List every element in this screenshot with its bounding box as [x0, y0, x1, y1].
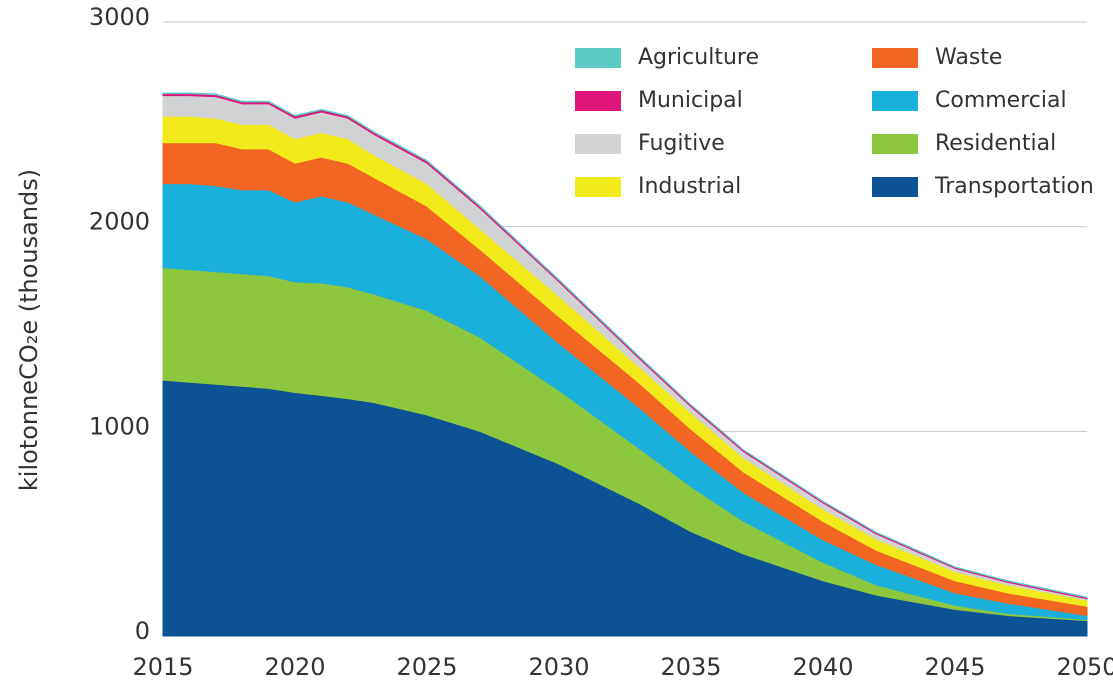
y-tick-label: 0	[135, 617, 150, 645]
x-tick-label: 2045	[924, 653, 985, 681]
x-tick-label: 2030	[528, 653, 589, 681]
legend-swatch	[575, 91, 621, 111]
y-tick-label: 3000	[89, 3, 150, 31]
legend-swatch	[575, 48, 621, 68]
legend-label: Municipal	[638, 88, 743, 113]
legend-label: Fugitive	[638, 131, 725, 156]
legend-swatch	[872, 91, 918, 111]
y-tick-label: 1000	[89, 412, 150, 440]
x-tick-label: 2025	[396, 653, 457, 681]
y-tick-label: 2000	[89, 208, 150, 236]
legend-swatch	[575, 134, 621, 154]
area	[162, 92, 1088, 599]
legend-swatch	[872, 134, 918, 154]
x-tick-label: 2015	[132, 653, 193, 681]
legend-label: Commercial	[935, 88, 1067, 113]
legend-label: Transportation	[934, 174, 1094, 199]
legend-label: Residential	[935, 131, 1056, 156]
legend-label: Agriculture	[638, 45, 759, 70]
legend-swatch	[872, 177, 918, 197]
x-tick-label: 2020	[264, 653, 325, 681]
legend-swatch	[575, 177, 621, 197]
legend-label: Waste	[935, 45, 1002, 70]
x-tick-label: 2050	[1056, 653, 1113, 681]
legend-swatch	[872, 48, 918, 68]
y-axis-label: kilotonneCO₂e (thousands)	[15, 169, 43, 491]
x-tick-label: 2035	[660, 653, 721, 681]
legend-label: Industrial	[638, 174, 741, 199]
x-tick-label: 2040	[792, 653, 853, 681]
